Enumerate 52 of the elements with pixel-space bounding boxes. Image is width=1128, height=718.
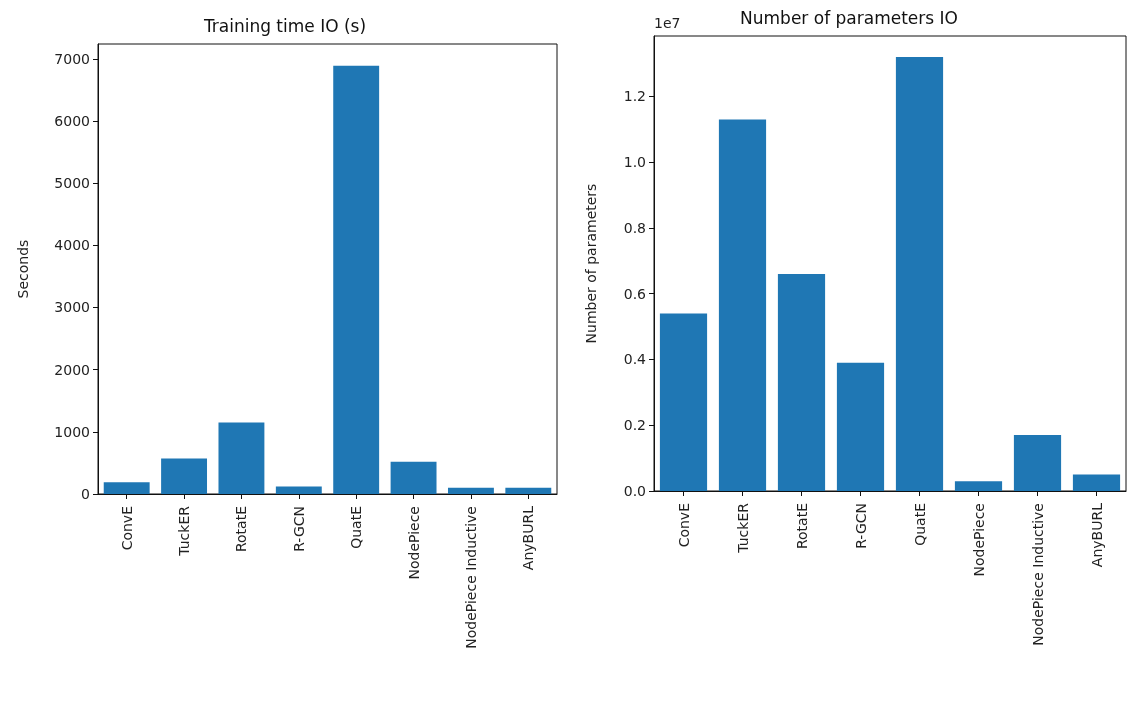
x-tick-label: AnyBURL <box>520 505 537 571</box>
bar <box>333 65 380 494</box>
x-tick-label: QuatE <box>911 503 928 546</box>
x-tick-label: RotatE <box>793 503 810 550</box>
y-tick-label: 0.6 <box>623 285 647 302</box>
bar <box>505 487 552 494</box>
bar <box>659 313 708 491</box>
bar <box>390 461 437 494</box>
x-tick-label: NodePiece <box>405 506 422 580</box>
y-tick-label: 1000 <box>54 423 90 440</box>
x-tick-label: QuatE <box>348 506 365 549</box>
y-tick-label: 0.2 <box>623 417 646 434</box>
y-axis-title: Seconds <box>15 239 31 299</box>
y-tick-label: 0.4 <box>623 351 647 368</box>
y-tick-label: 6000 <box>54 112 90 129</box>
chart-title: Training time IO (s) <box>202 15 367 36</box>
bar <box>161 458 208 494</box>
x-tick-label: RotatE <box>233 506 250 553</box>
x-tick-label: ConvE <box>675 503 692 548</box>
x-tick-label: TuckER <box>176 505 193 557</box>
y-tick-label: 0.8 <box>623 219 646 236</box>
bar <box>777 274 826 491</box>
y-tick-label: 5000 <box>54 175 90 192</box>
bar <box>218 422 265 494</box>
x-tick-label: NodePiece Inductive <box>462 506 479 649</box>
bar <box>954 481 1003 491</box>
x-tick-label: R-GCN <box>290 506 307 552</box>
y-tick-label: 4000 <box>54 237 90 254</box>
x-tick-label: R-GCN <box>852 503 869 549</box>
chart-title: Number of parameters IO <box>740 7 958 28</box>
y-tick-label: 0.0 <box>623 483 646 499</box>
bar <box>1072 474 1121 491</box>
y-tick-label: 1.0 <box>623 154 646 171</box>
x-tick-label: NodePiece <box>970 503 987 577</box>
y-tick-label: 0 <box>81 486 90 502</box>
y-tick-label: 3000 <box>54 299 90 316</box>
y-tick-label: 1.2 <box>623 88 646 105</box>
x-tick-label: NodePiece Inductive <box>1029 503 1046 646</box>
x-tick-label: AnyBURL <box>1088 502 1105 568</box>
bar <box>1013 435 1062 491</box>
x-tick-label: TuckER <box>734 502 751 554</box>
bar <box>895 57 944 491</box>
bar <box>447 487 494 494</box>
x-tick-label: ConvE <box>118 506 135 551</box>
bar <box>836 362 885 491</box>
y-tick-label: 2000 <box>54 361 90 378</box>
y-axis-title: Number of parameters <box>583 183 599 344</box>
y-tick-label: 7000 <box>54 50 90 67</box>
bar <box>718 119 767 491</box>
text: 1e7 <box>654 15 681 31</box>
bar <box>103 482 150 494</box>
bar <box>275 486 322 494</box>
